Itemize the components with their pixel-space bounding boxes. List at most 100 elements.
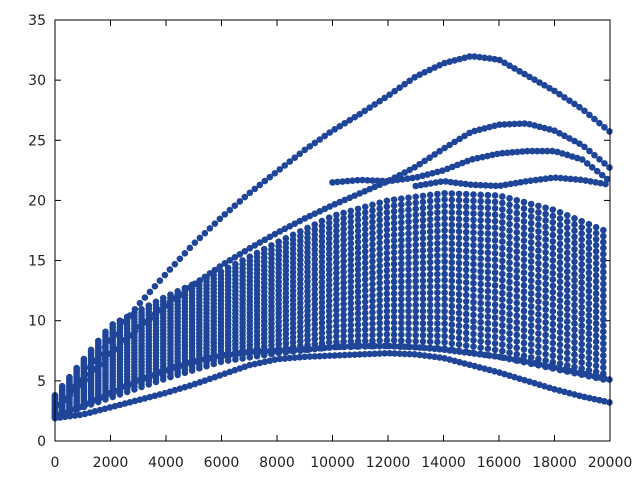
series-point [276, 228, 284, 235]
band-point [311, 281, 319, 288]
band-point [549, 231, 557, 239]
band-point [426, 289, 434, 297]
series-point [514, 148, 521, 156]
band-point [513, 350, 521, 358]
series-point [236, 198, 244, 205]
band-point [289, 329, 297, 337]
series-point [486, 55, 493, 62]
band-point [600, 322, 607, 329]
band-point [333, 338, 340, 346]
band-point [304, 336, 311, 344]
series-point [391, 342, 398, 350]
band-point [600, 280, 607, 288]
band-point [470, 311, 477, 319]
band-point [354, 332, 362, 339]
band-point [405, 200, 412, 208]
band-point [333, 312, 340, 319]
band-point [390, 243, 398, 250]
band-point [563, 349, 571, 357]
series-point [286, 354, 294, 362]
band-point [333, 232, 340, 240]
band-point [499, 212, 506, 220]
series-point [346, 343, 354, 350]
band-point [506, 278, 513, 286]
band-point [563, 330, 571, 338]
band-point [405, 206, 412, 213]
band-point [347, 213, 355, 220]
band-point [297, 333, 304, 340]
band-point [448, 240, 456, 247]
band-point [455, 265, 463, 273]
band-point [369, 314, 376, 322]
band-point [549, 327, 557, 334]
band-point [477, 236, 484, 243]
series-point [576, 392, 583, 400]
series-point [531, 122, 538, 129]
band-point [361, 320, 369, 328]
band-point [520, 275, 528, 283]
band-point [419, 259, 427, 266]
band-point [383, 336, 391, 344]
band-point [470, 248, 477, 255]
series-point [306, 353, 314, 360]
series-point [406, 350, 413, 358]
band-point [506, 272, 513, 279]
band-point [361, 276, 369, 283]
band-point [600, 274, 607, 282]
band-point [361, 264, 369, 272]
band-point [542, 338, 549, 345]
series-point [466, 129, 473, 137]
band-point [434, 252, 441, 259]
band-point [470, 235, 477, 243]
band-point [376, 233, 383, 241]
band-point [333, 243, 340, 250]
band-point [578, 322, 585, 329]
series-point [211, 266, 219, 274]
band-point [484, 211, 492, 218]
band-point [499, 334, 506, 342]
band-point [455, 309, 463, 317]
band-point [297, 285, 304, 292]
band-point [513, 338, 521, 345]
band-point [412, 241, 420, 249]
band-point [549, 257, 557, 264]
series-point [591, 115, 598, 123]
series-point [416, 160, 423, 168]
band-point [333, 285, 340, 293]
series-point [526, 358, 533, 366]
band-point [333, 253, 340, 261]
band-point [369, 201, 376, 209]
series-point [171, 364, 179, 371]
series-point [527, 177, 534, 184]
band-point [426, 313, 434, 321]
band-point [325, 281, 333, 289]
series-point [336, 343, 344, 351]
band-point [513, 267, 521, 275]
band-point [109, 321, 117, 328]
band-point [282, 262, 290, 269]
band-point [506, 207, 513, 215]
band-point [289, 282, 297, 290]
band-point [340, 295, 347, 303]
band-point [297, 228, 304, 235]
series-point [186, 359, 194, 367]
band-point [412, 325, 420, 333]
band-point [506, 259, 513, 266]
band-point [390, 213, 398, 221]
band-point [405, 337, 412, 345]
series-point [86, 399, 94, 406]
band-point [361, 287, 369, 294]
band-point [484, 307, 492, 314]
band-point [549, 212, 557, 220]
series-point [501, 59, 508, 67]
band-point [477, 216, 484, 224]
band-point [556, 335, 564, 342]
series-point [321, 344, 329, 352]
band-point [304, 229, 311, 237]
series-point [552, 174, 559, 181]
band-point [369, 218, 376, 226]
band-point [333, 333, 340, 340]
band-point [470, 222, 477, 230]
series-point [486, 123, 493, 131]
